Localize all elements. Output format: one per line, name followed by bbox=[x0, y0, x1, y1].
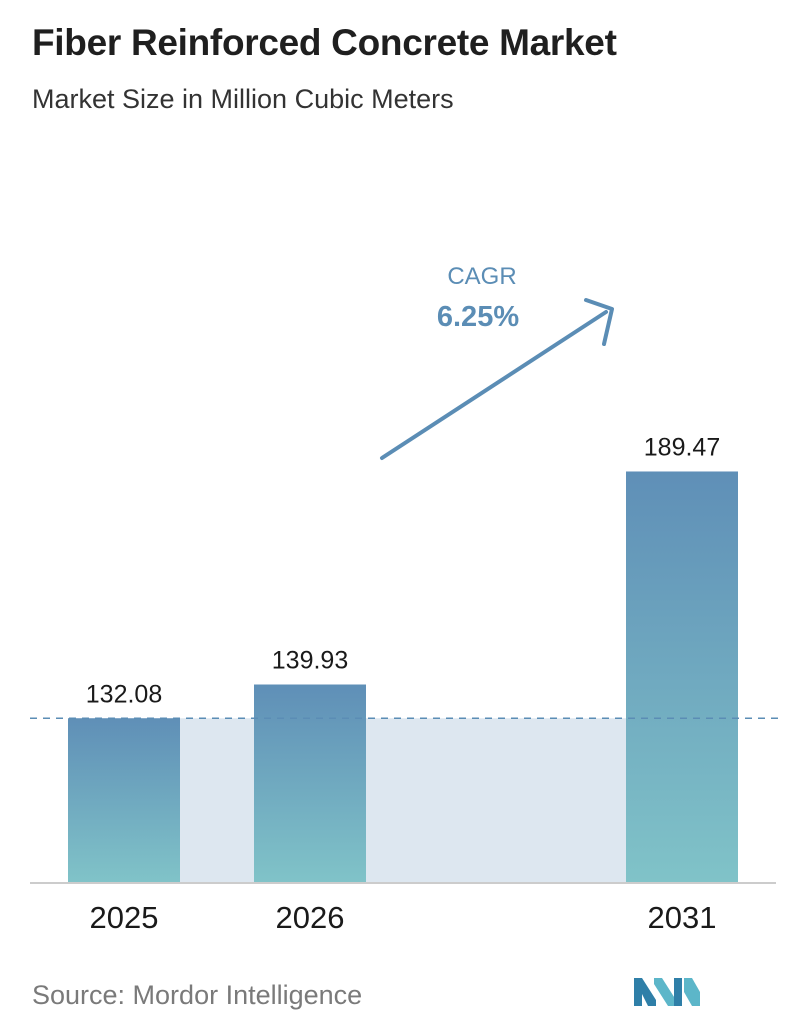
cagr-value: 6.25% bbox=[437, 301, 519, 333]
bar-2025 bbox=[68, 718, 180, 882]
mordor-logo-icon bbox=[634, 978, 700, 1006]
value-label-2031: 189.47 bbox=[644, 433, 720, 461]
cagr-arrow-head bbox=[584, 298, 614, 346]
bar-2031 bbox=[626, 471, 738, 882]
x-tick-label-2031: 2031 bbox=[648, 900, 717, 935]
x-tick-label-2026: 2026 bbox=[276, 900, 345, 935]
chart-subtitle: Market Size in Million Cubic Meters bbox=[32, 84, 454, 114]
cagr-label: CAGR bbox=[447, 263, 516, 290]
bar-2026 bbox=[254, 684, 366, 882]
chart-title: Fiber Reinforced Concrete Market bbox=[32, 22, 617, 63]
value-label-2026: 139.93 bbox=[272, 647, 348, 675]
x-tick-label-2025: 2025 bbox=[90, 900, 159, 935]
source-label: Source: Mordor Intelligence bbox=[32, 980, 363, 1010]
cagr-arrow-shaft bbox=[380, 310, 608, 460]
value-label-2025: 132.08 bbox=[86, 680, 162, 708]
bar-chart: 132.08 2025 139.93 2026 189.47 2031 CAGR 6.25% bbox=[30, 263, 780, 935]
